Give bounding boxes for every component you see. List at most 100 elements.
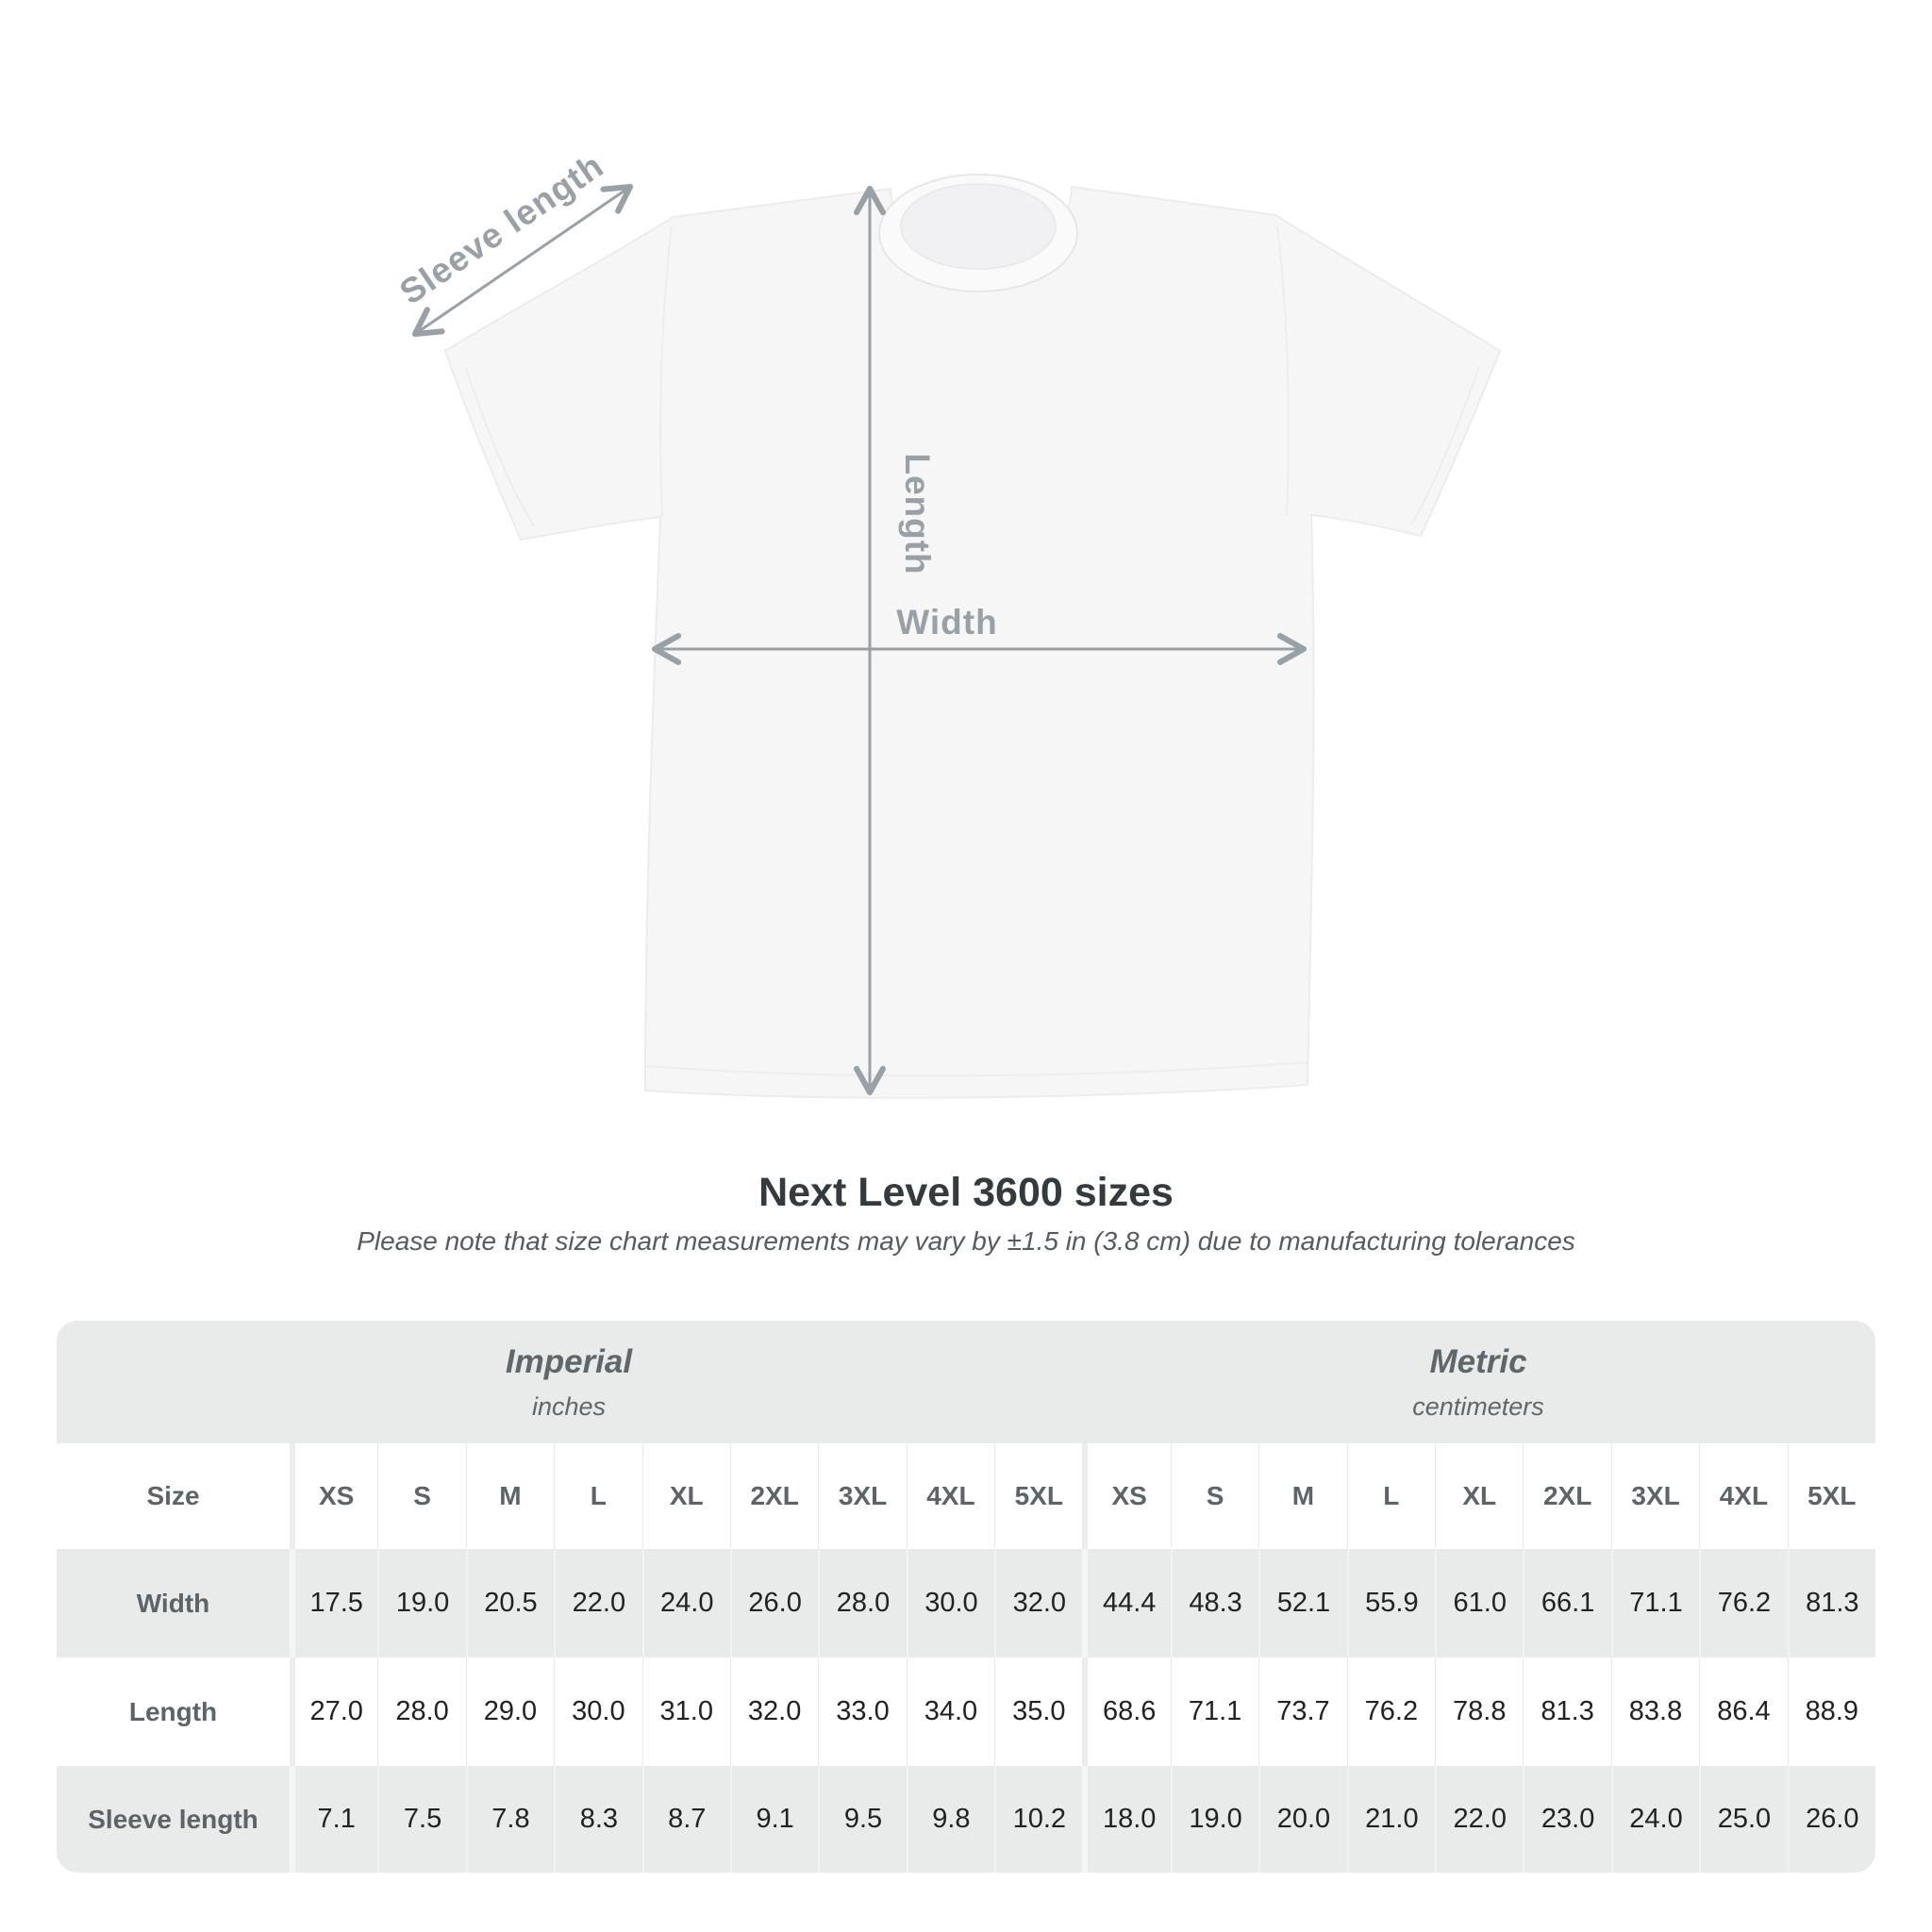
size-col-header: M — [1258, 1443, 1346, 1549]
size-col-header: 5XL — [1787, 1443, 1875, 1549]
sleeve-length-arrow — [411, 183, 634, 338]
value-cell: 9.8 — [906, 1766, 994, 1873]
value-cell: 81.3 — [1523, 1657, 1610, 1766]
size-col-header: M — [465, 1443, 554, 1549]
value-cell: 20.0 — [1258, 1766, 1346, 1873]
size-col-header: L — [554, 1443, 641, 1549]
value-cell: 78.8 — [1435, 1657, 1523, 1766]
size-col-header: XL — [641, 1443, 730, 1549]
row-label: Length — [128, 1696, 218, 1726]
value-cell: 44.4 — [1082, 1549, 1170, 1657]
size-col-header: 3XL — [1610, 1443, 1699, 1549]
value-cell: 9.5 — [818, 1766, 906, 1873]
seam-line — [659, 225, 673, 518]
value-cell: 33.0 — [818, 1657, 906, 1766]
imperial-header-unit: inches — [531, 1391, 607, 1421]
value-cell: 28.0 — [818, 1549, 906, 1657]
value-cell: 30.0 — [906, 1549, 994, 1657]
size-col-header: XL — [1435, 1443, 1523, 1549]
value-cell: 26.0 — [729, 1549, 818, 1657]
table-row-length: Length 27.0 28.0 29.0 30.0 31.0 32.0 33.… — [57, 1657, 1875, 1766]
value-cell: 61.0 — [1435, 1549, 1523, 1657]
size-chart-table: Imperial inches Metric centimeters Size … — [57, 1321, 1875, 1873]
seam-line — [1410, 365, 1480, 525]
value-cell: 88.9 — [1787, 1657, 1875, 1766]
unit-system-header-row: Imperial inches Metric centimeters — [57, 1321, 1875, 1443]
value-cell: 76.2 — [1346, 1657, 1435, 1766]
seam-line — [465, 367, 535, 527]
size-col-header: 5XL — [994, 1443, 1082, 1549]
width-arrow-label: Width — [896, 603, 997, 641]
value-cell: 48.3 — [1170, 1549, 1258, 1657]
value-cell: 24.0 — [641, 1549, 730, 1657]
value-cell: 76.2 — [1699, 1549, 1787, 1657]
size-col-header: 3XL — [818, 1443, 906, 1549]
table-row-size: Size XS S M L XL 2XL 3XL 4XL 5XL XS S M … — [57, 1443, 1875, 1549]
value-cell: 52.1 — [1258, 1549, 1346, 1657]
value-cell: 35.0 — [994, 1657, 1082, 1766]
value-cell: 8.7 — [641, 1766, 730, 1873]
value-cell: 19.0 — [377, 1549, 465, 1657]
value-cell: 71.1 — [1610, 1549, 1699, 1657]
value-cell: 86.4 — [1699, 1657, 1787, 1766]
seam-line — [1276, 225, 1290, 516]
value-cell: 81.3 — [1787, 1549, 1875, 1657]
imperial-header-name: Imperial — [505, 1342, 633, 1380]
collar-inner — [900, 183, 1057, 270]
metric-header-name: Metric — [1429, 1342, 1527, 1380]
size-column-header: Size — [146, 1481, 200, 1510]
size-col-header: L — [1346, 1443, 1435, 1549]
value-cell: 34.0 — [906, 1657, 994, 1766]
row-label: Sleeve length — [88, 1804, 258, 1834]
size-col-header: 2XL — [1523, 1443, 1610, 1549]
row-label: Width — [136, 1588, 210, 1618]
metric-header-unit: centimeters — [1412, 1391, 1544, 1421]
table-row-width: Width 17.5 19.0 20.5 22.0 24.0 26.0 28.0… — [57, 1549, 1875, 1657]
tshirt-image — [443, 185, 1502, 1099]
value-cell: 19.0 — [1170, 1766, 1258, 1873]
value-cell: 7.5 — [377, 1766, 465, 1873]
value-cell: 24.0 — [1610, 1766, 1699, 1873]
value-cell: 55.9 — [1346, 1549, 1435, 1657]
tolerance-note: Please note that size chart measurements… — [357, 1226, 1575, 1256]
seam-line — [646, 1061, 1308, 1077]
value-cell: 7.1 — [290, 1766, 377, 1873]
value-cell: 25.0 — [1699, 1766, 1787, 1873]
value-cell: 71.1 — [1170, 1657, 1258, 1766]
value-cell: 21.0 — [1346, 1766, 1435, 1873]
page-title: Next Level 3600 sizes — [758, 1170, 1174, 1215]
size-col-header: XS — [290, 1443, 377, 1549]
value-cell: 26.0 — [1787, 1766, 1875, 1873]
value-cell: 73.7 — [1258, 1657, 1346, 1766]
value-cell: 32.0 — [994, 1549, 1082, 1657]
value-cell: 28.0 — [377, 1657, 465, 1766]
size-col-header: 4XL — [906, 1443, 994, 1549]
size-col-header: S — [1170, 1443, 1258, 1549]
value-cell: 68.6 — [1082, 1657, 1170, 1766]
size-col-header: 2XL — [729, 1443, 818, 1549]
value-cell: 18.0 — [1082, 1766, 1170, 1873]
value-cell: 29.0 — [465, 1657, 554, 1766]
value-cell: 20.5 — [465, 1549, 554, 1657]
value-cell: 10.2 — [994, 1766, 1082, 1873]
size-col-header: 4XL — [1699, 1443, 1787, 1549]
value-cell: 7.8 — [465, 1766, 554, 1873]
length-arrow-label: Length — [898, 453, 937, 575]
value-cell: 9.1 — [729, 1766, 818, 1873]
value-cell: 32.0 — [729, 1657, 818, 1766]
value-cell: 30.0 — [554, 1657, 641, 1766]
value-cell: 22.0 — [1435, 1766, 1523, 1873]
table-row-sleeve-length: Sleeve length 7.1 7.5 7.8 8.3 8.7 9.1 9.… — [57, 1766, 1875, 1873]
imperial-header: Imperial inches — [57, 1321, 1081, 1443]
value-cell: 23.0 — [1523, 1766, 1610, 1873]
value-cell: 8.3 — [554, 1766, 641, 1873]
size-col-header: XS — [1082, 1443, 1170, 1549]
size-col-header: S — [377, 1443, 465, 1549]
value-cell: 83.8 — [1610, 1657, 1699, 1766]
value-cell: 17.5 — [290, 1549, 377, 1657]
value-cell: 27.0 — [290, 1657, 377, 1766]
value-cell: 31.0 — [641, 1657, 730, 1766]
value-cell: 22.0 — [554, 1549, 641, 1657]
value-cell: 66.1 — [1523, 1549, 1610, 1657]
